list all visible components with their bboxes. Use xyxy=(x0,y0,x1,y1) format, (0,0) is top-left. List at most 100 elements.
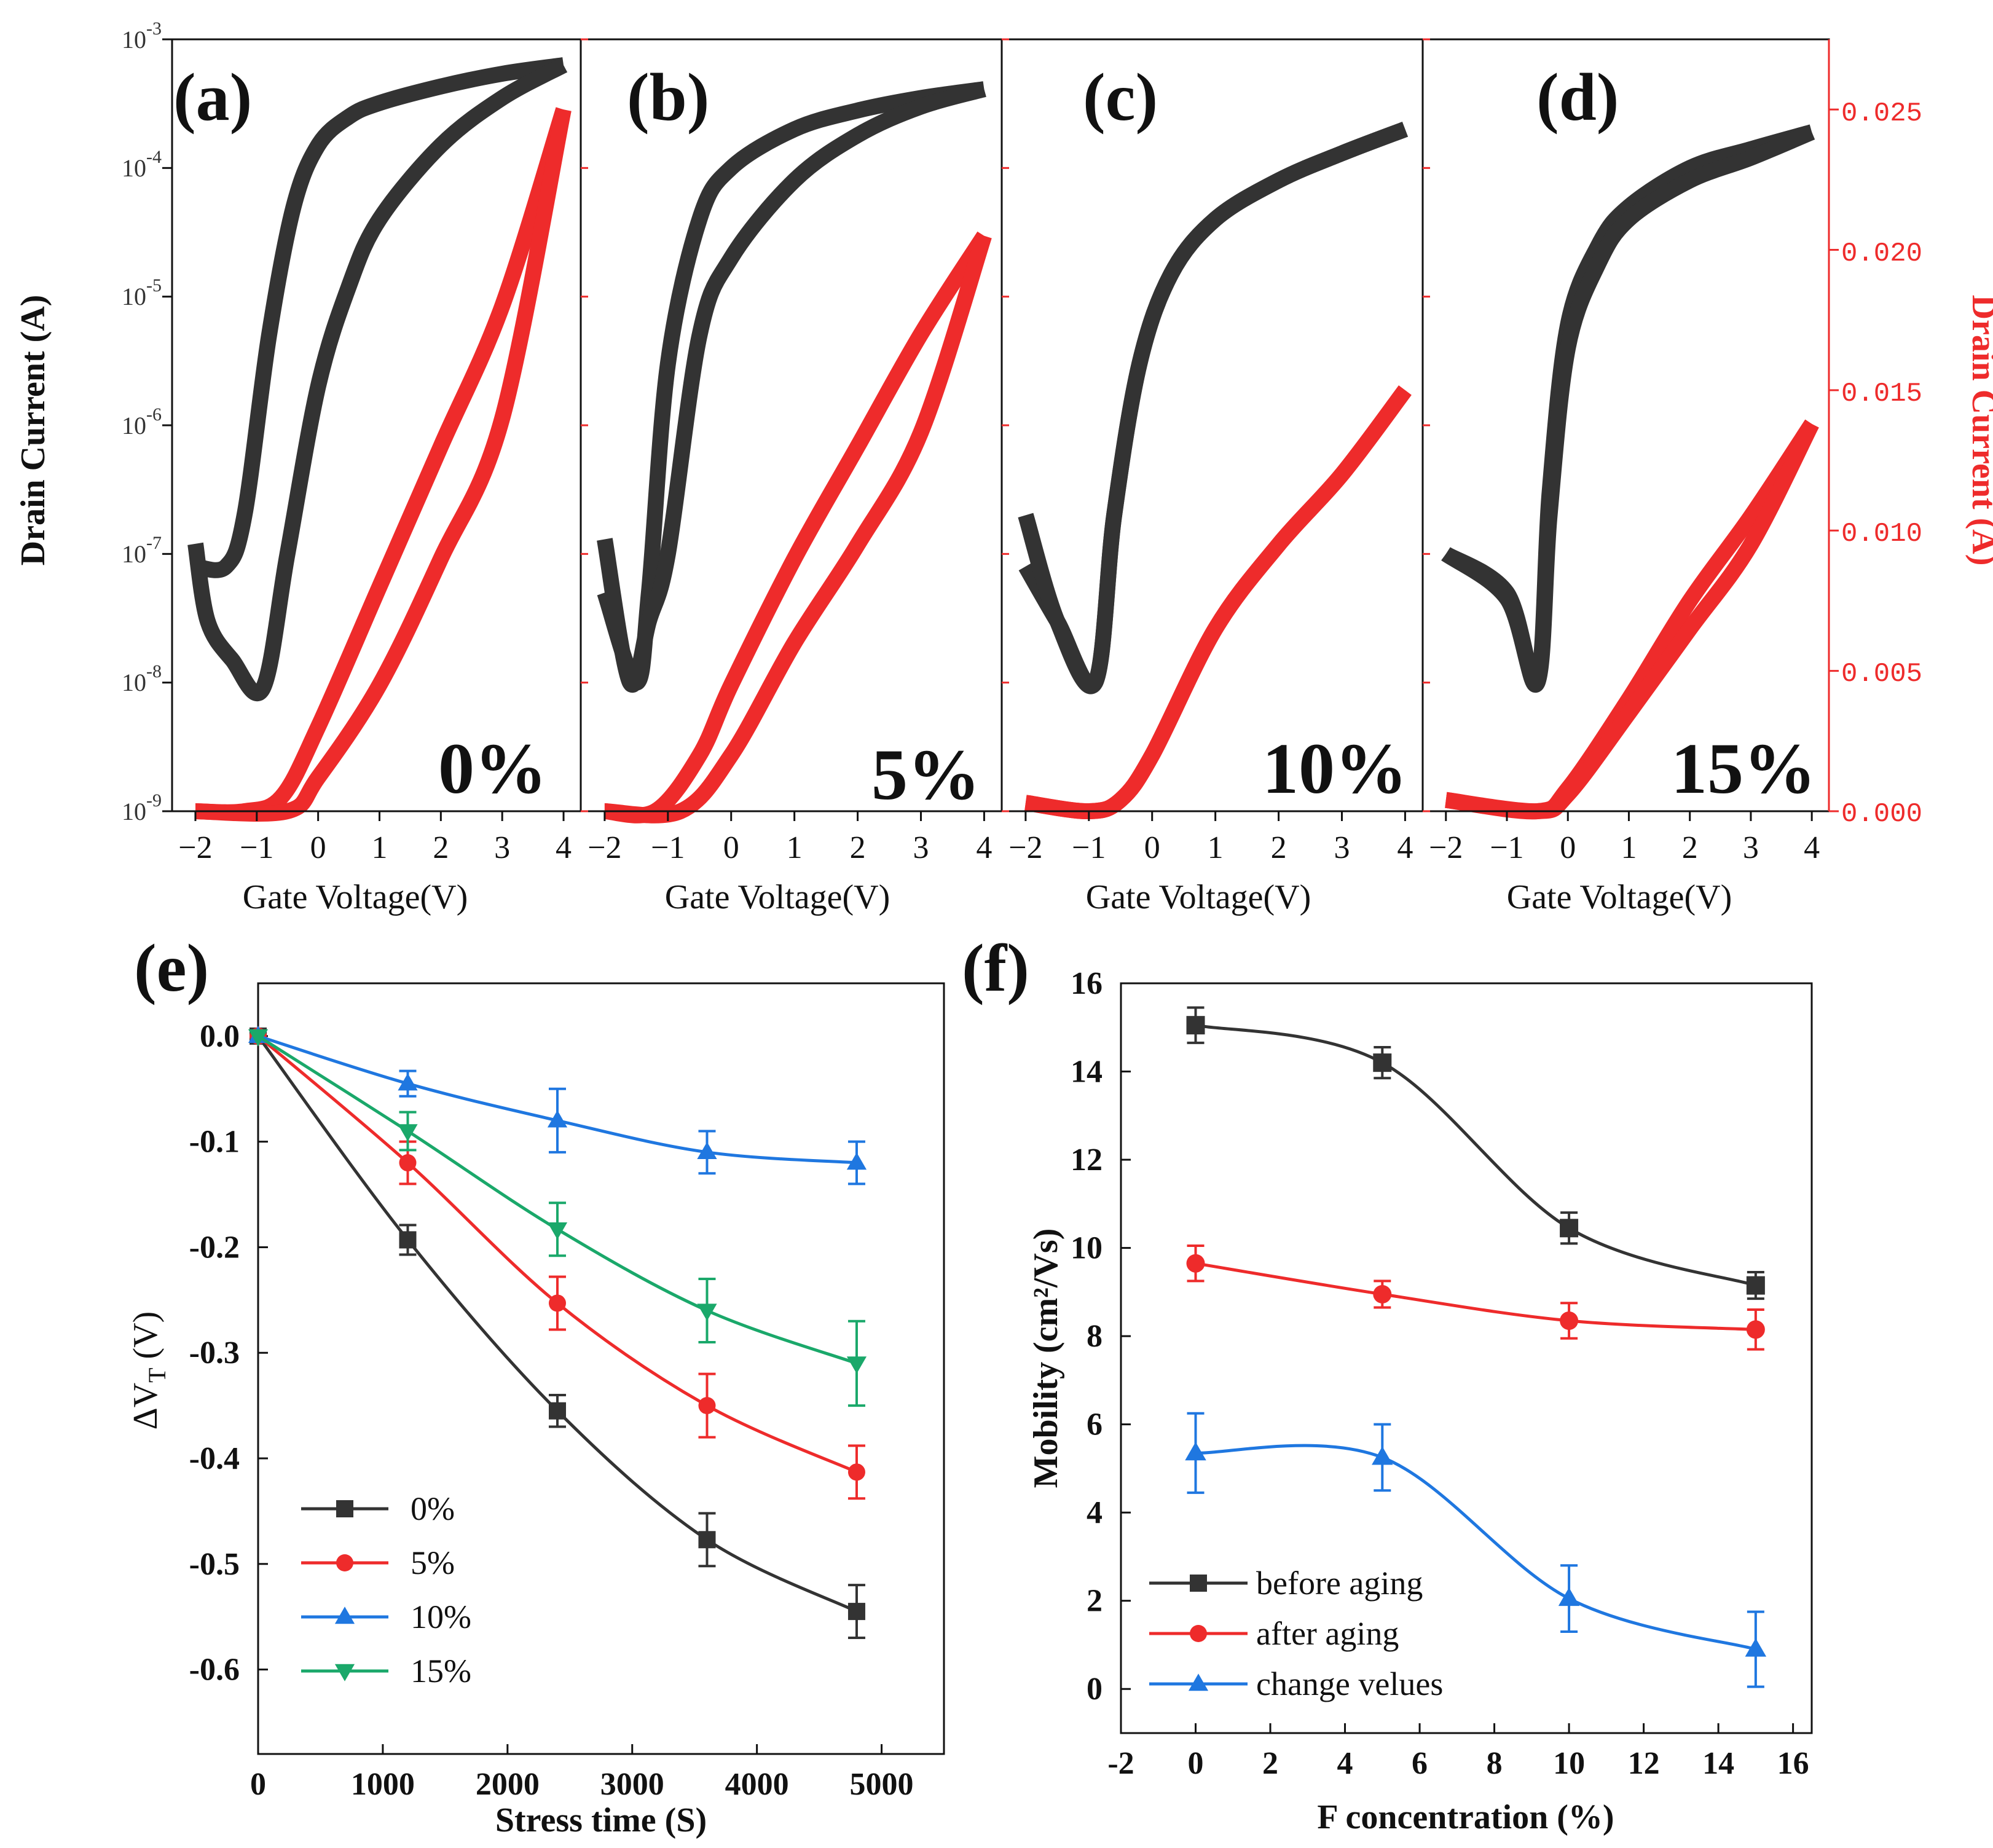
concentration-label-d: 15% xyxy=(1671,728,1816,809)
y-tick-label: 10 xyxy=(1071,1231,1103,1266)
y-tick-label: -0.4 xyxy=(189,1441,240,1476)
x-tick-label: 1 xyxy=(787,830,803,865)
x-tick-label: 4 xyxy=(1804,830,1820,865)
panel-e-y-axis-text: ΔVT (V) xyxy=(127,1311,171,1430)
log-reverse-curve xyxy=(187,58,568,702)
legend-label: 5% xyxy=(411,1544,455,1581)
data-point xyxy=(1186,1254,1205,1273)
linear-reverse-curve xyxy=(604,233,992,824)
legend-marker xyxy=(1188,1673,1209,1691)
y-tick-label: -0.5 xyxy=(189,1547,240,1582)
right-linear-tick-labels: 0.025 0.020 0.015 0.010 0.005 0.000 xyxy=(1841,98,1922,830)
x-axis-label-a: Gate Voltage(V) xyxy=(243,878,468,916)
data-point xyxy=(1745,1638,1767,1657)
panel-e-legend: 0% 5% 10% 15% xyxy=(301,1490,471,1689)
data-point xyxy=(1560,1219,1579,1238)
linear-forward-curve xyxy=(603,231,991,824)
x-tick-label: 2 xyxy=(850,830,866,865)
data-point xyxy=(847,1603,865,1621)
x-tick-label: 0 xyxy=(1144,830,1160,865)
data-point xyxy=(399,1154,417,1172)
panel-f-y-axis-label: Mobility (cm²/Vs) xyxy=(1027,1229,1065,1488)
legend-marker xyxy=(334,1664,355,1681)
linear-tick-label: 0.000 xyxy=(1841,799,1922,830)
data-point xyxy=(846,1356,867,1374)
y-tick-label: 8 xyxy=(1087,1319,1103,1354)
linear-tick-label: 0.020 xyxy=(1841,238,1922,269)
series-line-0% xyxy=(256,1035,858,1613)
top-x-tick-labels: −2 −1 0 1 2 3 4 −2 −1 0 1 2 3 4 −2 −1 0 1 2 3 4 −2 −1 0 1 2 3 4 xyxy=(178,830,1820,865)
panel-f-mobility: -2 0 2 4 6 8 10 12 14 16 0 2 4 6 8 10 12 14 16 before agin… xyxy=(962,930,1813,1836)
x-tick-label: 1000 xyxy=(351,1767,415,1802)
y-tick-label: 14 xyxy=(1071,1055,1103,1090)
x-tick-label: 0 xyxy=(310,830,326,865)
data-point xyxy=(248,1029,269,1047)
legend-label: before aging xyxy=(1256,1565,1423,1602)
transfer-curves xyxy=(187,57,1819,824)
y-tick-label: 0.0 xyxy=(200,1019,240,1054)
panel-f-x-axis-label: F concentration (%) xyxy=(1317,1798,1614,1836)
left-y-axis-label: Drain Current (A) xyxy=(14,295,52,566)
x-tick-label: −2 xyxy=(588,830,621,865)
x-tick-label: −2 xyxy=(178,830,212,865)
legend-label: 10% xyxy=(411,1598,471,1635)
x-tick-label: −1 xyxy=(1490,830,1523,865)
panel-e-frame xyxy=(257,982,945,1755)
panel-label-c: (c) xyxy=(1083,60,1158,135)
x-tick-label: 10 xyxy=(1553,1746,1585,1781)
panel-label-d: (d) xyxy=(1536,60,1619,135)
log-tick-label: 10-4 xyxy=(122,147,162,182)
log-tick-label: 10-6 xyxy=(122,404,162,439)
x-axis-label-c: Gate Voltage(V) xyxy=(1086,878,1311,916)
panel-e-ticks: 0 1000 2000 3000 4000 5000 0.0 -0.1 -0.2 -0.3 -0.4… xyxy=(189,1019,914,1802)
data-point xyxy=(847,1463,865,1481)
data-point xyxy=(697,1303,717,1321)
x-tick-label: 3 xyxy=(494,830,510,865)
panel-label-b: (b) xyxy=(627,60,709,135)
data-point xyxy=(698,1531,716,1549)
log-reverse-curve xyxy=(597,81,986,693)
right-y-axis-label: Drain Current (A) xyxy=(1965,295,1993,566)
series-line-after-aging xyxy=(1195,1262,1756,1331)
data-point xyxy=(1746,1320,1765,1339)
panel-e-y-axis-label: ΔVT (V) xyxy=(127,1311,171,1430)
panel-f-ticks: -2 0 2 4 6 8 10 12 14 16 0 2 4 6 8 10 12 14 16 xyxy=(1071,966,1809,1781)
log-tick-label: 10-9 xyxy=(122,790,162,825)
data-point xyxy=(1372,1446,1393,1465)
y-tick-label: 4 xyxy=(1087,1495,1103,1530)
data-point xyxy=(399,1231,417,1249)
series-line-change-velues xyxy=(1195,1444,1756,1651)
x-tick-label: 0 xyxy=(250,1767,266,1802)
log-reverse-curve xyxy=(1018,122,1409,694)
x-tick-label: 4 xyxy=(976,830,992,865)
x-tick-label: −2 xyxy=(1429,830,1463,865)
panel-e-data xyxy=(248,1026,867,1640)
x-tick-label: 2 xyxy=(433,830,449,865)
y-tick-label: -0.1 xyxy=(189,1125,240,1160)
x-tick-label: 3000 xyxy=(600,1767,664,1802)
legend-marker xyxy=(336,1554,353,1571)
linear-tick-label: 0.010 xyxy=(1841,519,1922,549)
x-tick-label: −1 xyxy=(240,830,273,865)
data-point xyxy=(1373,1053,1392,1072)
x-tick-label: −1 xyxy=(651,830,685,865)
x-tick-label: 12 xyxy=(1628,1746,1660,1781)
data-point xyxy=(398,1073,418,1091)
x-tick-label: 14 xyxy=(1702,1746,1734,1781)
x-tick-label: 2000 xyxy=(476,1767,540,1802)
y-tick-label: -0.6 xyxy=(189,1653,240,1688)
y-tick-label: 12 xyxy=(1071,1142,1103,1178)
data-point xyxy=(1746,1276,1765,1295)
legend-label: 0% xyxy=(411,1490,455,1527)
data-point xyxy=(548,1402,566,1420)
x-tick-label: 4 xyxy=(556,830,572,865)
y-tick-label: 6 xyxy=(1087,1407,1103,1442)
y-tick-label: 0 xyxy=(1087,1672,1103,1707)
x-tick-label: 3 xyxy=(913,830,929,865)
linear-reverse-curve xyxy=(1024,385,1412,820)
legend-label: change velues xyxy=(1256,1665,1443,1702)
data-point xyxy=(1558,1587,1580,1606)
log-reverse-curve xyxy=(1441,124,1815,693)
x-tick-label: 3 xyxy=(1334,830,1350,865)
